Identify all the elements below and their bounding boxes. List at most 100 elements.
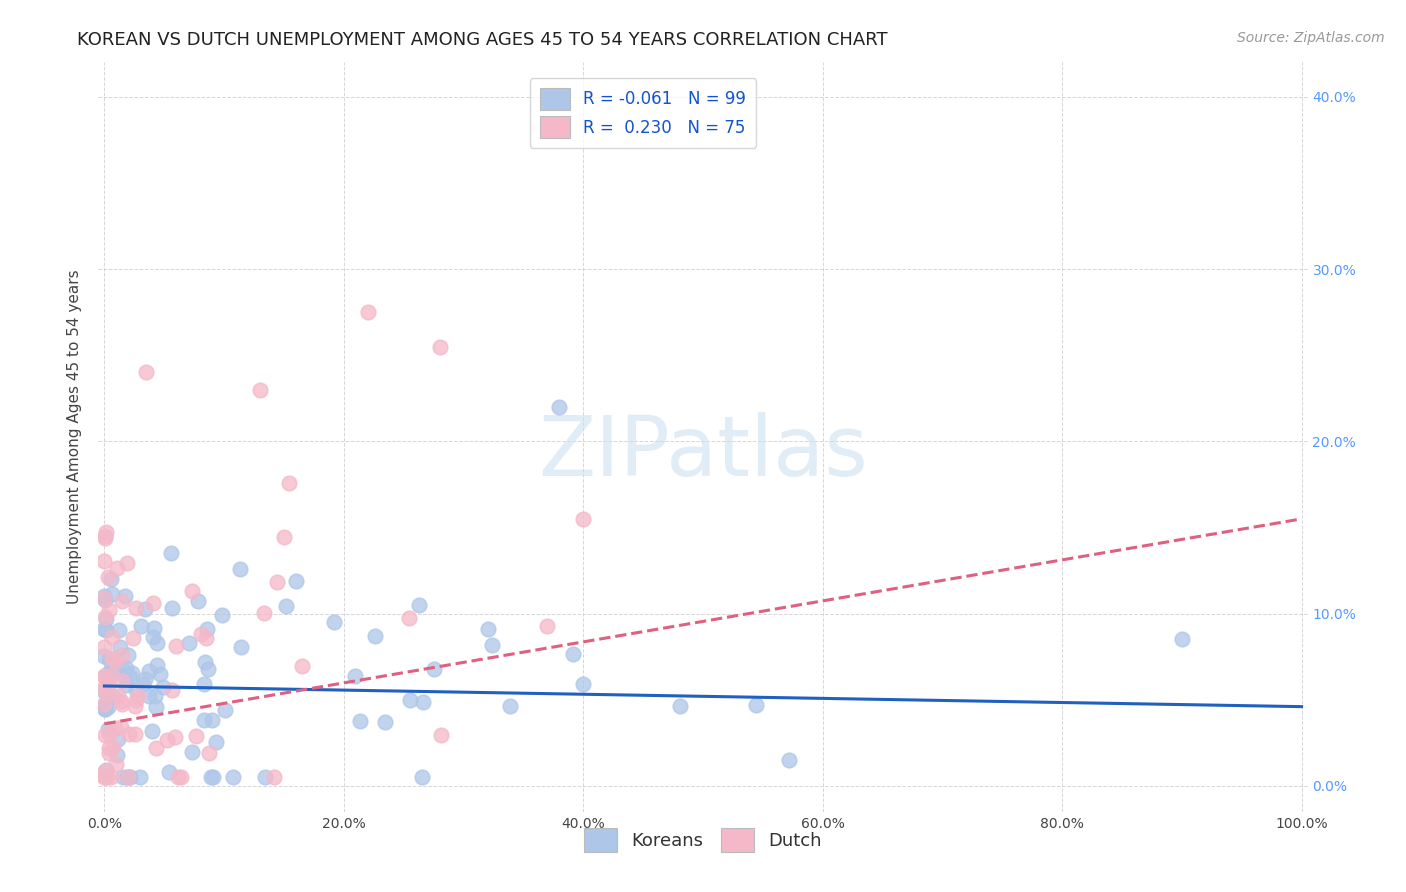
Point [112, 770, 135, 784]
Point [149, 667, 172, 681]
Point [778, 753, 800, 767]
Point [97, 680, 120, 694]
Point [274, 599, 297, 613]
Point [115, 556, 138, 570]
Point [398, 693, 420, 707]
Point [114, 678, 136, 692]
Point [266, 574, 288, 589]
Point [481, 638, 503, 652]
Point [412, 695, 434, 709]
Point [96, 671, 118, 685]
Point [145, 699, 167, 714]
Point [93, 649, 115, 664]
Point [181, 745, 204, 759]
Point [97, 603, 120, 617]
Point [221, 770, 243, 784]
Point [197, 662, 219, 676]
Point [97, 727, 120, 741]
Point [322, 615, 344, 629]
Point [93, 554, 115, 568]
Point [124, 727, 146, 741]
Point [104, 721, 127, 735]
Point [364, 629, 387, 643]
Point [187, 594, 209, 608]
Point [111, 698, 134, 712]
Point [96, 770, 118, 784]
Point [229, 562, 252, 576]
Point [160, 601, 183, 615]
Point [98, 691, 121, 706]
Point [277, 476, 299, 491]
Point [93, 668, 115, 682]
Point [411, 770, 433, 784]
Point [285, 574, 308, 589]
Point [194, 656, 217, 670]
Point [110, 594, 132, 608]
Point [127, 689, 149, 703]
Point [93, 702, 115, 716]
Point [1171, 632, 1194, 647]
Point [142, 630, 165, 644]
Point [93, 591, 115, 606]
Point [169, 770, 191, 784]
Point [141, 723, 163, 738]
Point [181, 583, 204, 598]
Point [374, 714, 396, 729]
Point [165, 730, 187, 744]
Point [121, 665, 143, 680]
Point [100, 770, 122, 784]
Point [193, 677, 215, 691]
Text: ZIPatlas: ZIPatlas [538, 411, 868, 492]
Point [108, 624, 131, 638]
Point [273, 530, 295, 544]
Point [143, 621, 166, 635]
Point [93, 589, 115, 603]
Point [194, 631, 217, 645]
Point [94, 770, 117, 784]
Point [423, 662, 446, 676]
Point [101, 739, 124, 754]
Point [97, 740, 120, 755]
Point [201, 713, 224, 727]
Point [93, 697, 115, 711]
Point [138, 664, 160, 678]
Point [211, 607, 233, 622]
Point [94, 763, 117, 777]
Point [112, 668, 135, 682]
Point [94, 524, 117, 539]
Point [198, 746, 221, 760]
Point [124, 698, 146, 713]
Point [118, 770, 141, 784]
Point [129, 770, 152, 784]
Point [408, 598, 430, 612]
Point [114, 589, 136, 603]
Point [110, 640, 132, 654]
Point [349, 714, 371, 728]
Point [110, 694, 132, 708]
Point [205, 735, 228, 749]
Point [107, 690, 129, 704]
Point [571, 676, 593, 690]
Point [142, 596, 165, 610]
Point [94, 592, 117, 607]
Point [114, 661, 136, 675]
Point [193, 713, 215, 727]
Y-axis label: Unemployment Among Ages 45 to 54 years: Unemployment Among Ages 45 to 54 years [67, 269, 83, 605]
Point [253, 606, 276, 620]
Point [357, 305, 380, 319]
Point [122, 631, 145, 645]
Point [186, 729, 208, 743]
Point [430, 728, 453, 742]
Point [138, 689, 160, 703]
Point [104, 654, 127, 668]
Point [105, 747, 128, 762]
Point [145, 690, 167, 704]
Point [101, 587, 124, 601]
Point [93, 727, 115, 741]
Point [97, 699, 120, 714]
Point [98, 746, 121, 760]
Point [179, 635, 201, 649]
Point [477, 622, 499, 636]
Point [157, 765, 180, 780]
Point [93, 610, 115, 624]
